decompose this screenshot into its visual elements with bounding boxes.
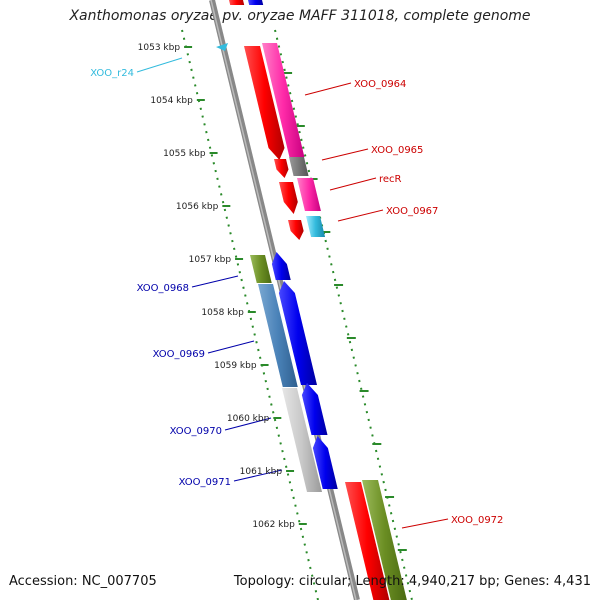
gene-label[interactable]: XOO_0965 [371,145,423,156]
gene-feature-red [279,182,298,214]
callout-line [321,148,369,161]
gene-label[interactable]: XOO_0969 [153,349,205,360]
gene-feature-blue [301,383,328,435]
gene-feature-red [229,0,245,5]
gene-label[interactable]: XOO_0970 [170,426,222,437]
gene-label[interactable]: XOO_0967 [386,206,438,217]
gene-feature-red [244,46,285,160]
callout-line [233,469,283,482]
gene-feature-red [274,159,289,178]
ruler-tick-label: 1054 kbp [150,96,193,106]
gene-feature-blue [312,436,338,489]
gene-feature-pink [297,178,321,211]
genome-summary: Topology: circular; Length: 4,940,217 bp… [233,574,591,589]
gene-label[interactable]: XOO_0972 [451,515,503,526]
map-title: Xanthomonas oryzae pv. oryzae MAFF 31101… [69,8,531,24]
accession-label: Accession: NC_007705 [9,574,157,589]
ruler-tick-label: 1053 kbp [138,43,181,53]
ruler-tick-label: 1060 kbp [227,414,270,424]
callout-line [136,57,183,73]
ruler-tick-label: 1057 kbp [189,255,232,265]
gene-label[interactable]: XOO_0968 [137,283,189,294]
gene-feature-steel [258,284,298,387]
gene-label[interactable]: XOO_0971 [179,477,231,488]
callout-line [401,518,449,529]
ruler-tick-label: 1061 kbp [240,467,283,477]
callout-line [337,209,384,222]
gene-feature-olive [362,480,407,600]
gene-features [216,0,407,600]
ruler-tick-labels: 1053 kbp 1054 kbp 1055 kbp 1056 kbp 1057 kbp… [138,43,295,530]
ruler-tick-label: 1062 kbp [252,520,295,530]
callout-line [304,82,352,96]
gene-label[interactable]: XOO_0964 [354,79,406,90]
gene-feature-olive [250,255,272,283]
gene-callouts: XOO_r24 XOO_0964 XOO_0965 recR XOO_0967 XOO_0… [90,57,503,529]
ruler-tick-label: 1059 kbp [214,361,257,371]
gene-label[interactable]: XOO_r24 [90,68,134,79]
gene-feature-blue [271,252,291,280]
gene-feature-red [345,482,390,600]
callout-line [224,417,272,431]
callout-line [191,275,239,288]
gene-feature-cyan [306,216,326,237]
gene-feature-blue [248,0,264,5]
ruler-tick-label: 1056 kbp [176,202,219,212]
gene-feature-blue [278,281,318,385]
callout-line [207,340,255,354]
gene-feature-red [288,220,304,240]
gene-feature-pink [262,43,305,157]
gene-label[interactable]: recR [379,174,402,185]
rna-marker-icon [216,43,228,51]
ruler-tick-label: 1058 kbp [201,308,244,318]
ruler-line-left [181,29,319,600]
callout-line [329,177,377,191]
gene-feature-gray [289,157,309,176]
ruler-tick-label: 1055 kbp [163,149,206,159]
gene-feature-lightgray [282,388,323,492]
